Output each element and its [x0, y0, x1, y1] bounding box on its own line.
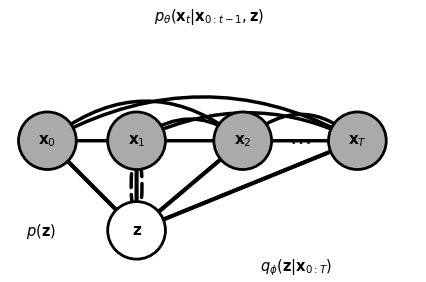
Text: $\mathbf{x}_0$: $\mathbf{x}_0$ — [38, 133, 57, 149]
Text: $p_{\theta}(\mathbf{x}_t|\mathbf{x}_{0:t-1}, \mathbf{z})$: $p_{\theta}(\mathbf{x}_t|\mathbf{x}_{0:t… — [154, 8, 264, 28]
Ellipse shape — [108, 112, 165, 169]
Text: $\mathbf{z}$: $\mathbf{z}$ — [132, 223, 141, 238]
Text: $\mathbf{x}_T$: $\mathbf{x}_T$ — [348, 133, 367, 149]
Ellipse shape — [214, 112, 272, 169]
Text: $q_{\phi}(\mathbf{z}|\mathbf{x}_{0:T})$: $q_{\phi}(\mathbf{z}|\mathbf{x}_{0:T})$ — [260, 258, 332, 278]
Text: $\mathbf{x}_1$: $\mathbf{x}_1$ — [128, 133, 145, 149]
Ellipse shape — [18, 112, 76, 169]
Text: $p(\mathbf{z})$: $p(\mathbf{z})$ — [26, 222, 56, 241]
Ellipse shape — [108, 202, 165, 259]
Text: $\mathbf{x}_2$: $\mathbf{x}_2$ — [234, 133, 252, 149]
Ellipse shape — [328, 112, 386, 169]
Text: $\cdots$: $\cdots$ — [289, 131, 311, 151]
